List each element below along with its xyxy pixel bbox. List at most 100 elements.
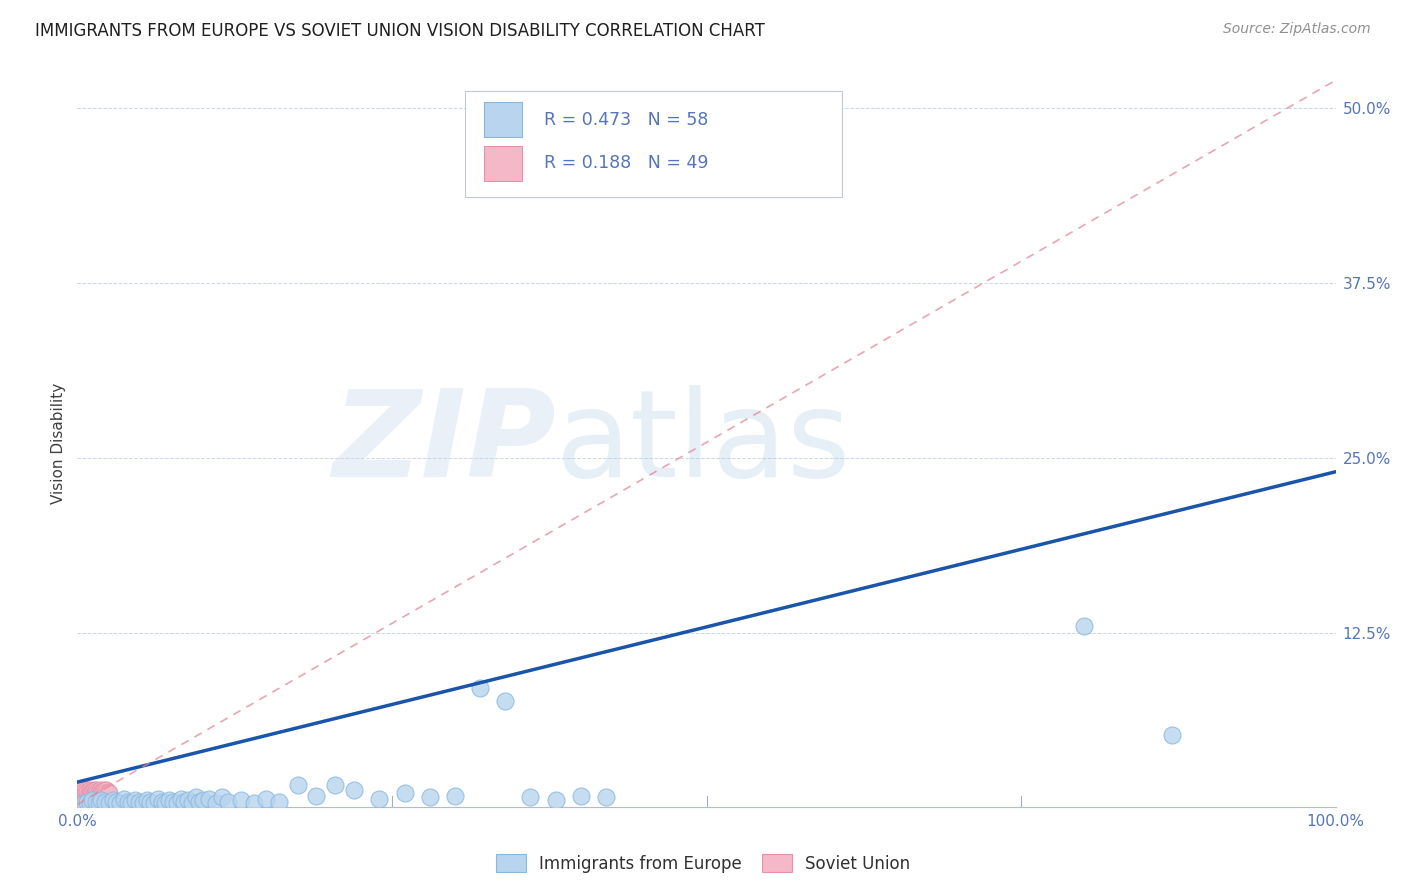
Point [73, 785, 96, 799]
Bar [465, 91, 842, 196]
Point [120, 796, 142, 810]
Point [1073, 618, 1095, 632]
Point [157, 793, 180, 807]
Point [155, 796, 177, 810]
Point [419, 790, 441, 805]
Point [519, 790, 541, 805]
Text: R = 0.473   N = 58: R = 0.473 N = 58 [544, 111, 709, 128]
Point [108, 796, 131, 810]
Point [82, 786, 104, 800]
Point [595, 790, 617, 805]
Point [89, 796, 111, 810]
Point [72, 796, 94, 810]
Point [80, 785, 103, 799]
Point [188, 795, 211, 809]
Point [89, 783, 111, 797]
Point [229, 793, 252, 807]
Point [444, 789, 467, 803]
Point [94, 786, 117, 800]
Point [77, 795, 100, 809]
Point [162, 795, 184, 809]
Point [128, 795, 150, 809]
Point [112, 792, 135, 806]
Point [97, 786, 120, 800]
Point [76, 785, 98, 799]
Point [79, 796, 101, 810]
Point [117, 795, 139, 809]
Point [184, 790, 207, 805]
Point [70, 783, 93, 797]
Point [132, 796, 155, 810]
Point [173, 795, 195, 809]
Point [287, 778, 309, 792]
Point [323, 778, 346, 792]
Point [569, 789, 592, 803]
Point [1161, 728, 1184, 742]
Point [77, 786, 100, 800]
Point [124, 793, 146, 807]
Point [82, 796, 104, 810]
Point [468, 681, 491, 696]
Point [146, 792, 169, 806]
Point [72, 782, 94, 797]
Point [204, 796, 226, 810]
Point [96, 796, 118, 810]
Point [150, 795, 173, 809]
Y-axis label: Vision Disability: Vision Disability [51, 384, 66, 504]
Point [242, 796, 264, 810]
Point [96, 795, 118, 809]
Point [75, 795, 97, 809]
Point [544, 793, 567, 807]
Bar [484, 102, 522, 137]
Point [93, 795, 115, 809]
Point [177, 793, 200, 807]
Point [84, 783, 107, 797]
Point [70, 795, 93, 809]
Point [84, 796, 107, 810]
Point [69, 786, 91, 800]
Point [211, 790, 233, 805]
Point [217, 795, 239, 809]
Text: IMMIGRANTS FROM EUROPE VS SOVIET UNION VISION DISABILITY CORRELATION CHART: IMMIGRANTS FROM EUROPE VS SOVIET UNION V… [35, 22, 765, 40]
Point [394, 786, 416, 800]
Point [101, 793, 124, 807]
Point [191, 793, 215, 807]
Text: atlas: atlas [555, 385, 851, 502]
Point [135, 793, 157, 807]
Point [83, 783, 105, 797]
Point [83, 795, 105, 809]
Point [494, 694, 516, 708]
Point [72, 796, 94, 810]
Point [90, 795, 112, 809]
Point [79, 783, 101, 797]
Point [80, 795, 103, 809]
Point [198, 792, 221, 806]
Point [97, 796, 120, 810]
Point [94, 796, 117, 810]
Point [75, 783, 97, 797]
Point [143, 796, 166, 810]
Point [72, 795, 94, 809]
Text: ZIP: ZIP [332, 385, 555, 502]
Point [93, 783, 115, 797]
Point [97, 795, 120, 809]
Point [91, 786, 114, 800]
Bar [484, 145, 522, 180]
Point [86, 796, 108, 810]
Point [76, 795, 98, 809]
Point [84, 795, 107, 809]
Point [67, 793, 90, 807]
Text: Source: ZipAtlas.com: Source: ZipAtlas.com [1223, 22, 1371, 37]
Point [91, 796, 114, 810]
Point [169, 792, 191, 806]
Point [87, 796, 110, 810]
Point [73, 796, 96, 810]
Text: R = 0.188   N = 49: R = 0.188 N = 49 [544, 154, 709, 172]
Point [87, 786, 110, 800]
Point [368, 792, 391, 806]
Point [76, 796, 98, 810]
Point [94, 795, 117, 809]
Point [86, 785, 108, 799]
Point [72, 786, 94, 800]
Point [105, 795, 128, 809]
